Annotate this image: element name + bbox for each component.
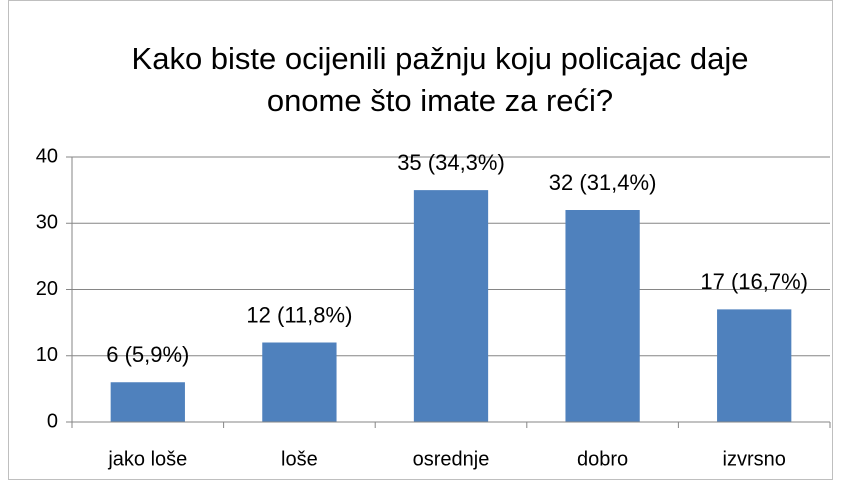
chart-title: Kako biste ocijenili pažnju koju policaj… [131, 41, 749, 118]
x-tick-label: osrednje [413, 448, 490, 470]
y-tick-label: 40 [36, 145, 58, 167]
chart-border [8, 0, 833, 480]
y-tick-label: 20 [36, 278, 58, 300]
data-label: 32 (31,4%) [549, 170, 657, 195]
bar [565, 210, 640, 422]
y-tick-label: 30 [36, 212, 58, 234]
y-tick-label: 0 [47, 410, 58, 432]
x-tick-label: izvrsno [723, 448, 786, 470]
bar [413, 190, 489, 422]
data-label: 35 (34,3%) [397, 150, 505, 175]
y-tick-label: 10 [36, 344, 58, 366]
data-label: 12 (11,8%) [246, 302, 352, 327]
bar [110, 382, 185, 422]
x-tick-label: jako loše [107, 448, 187, 470]
x-tick-label: loše [281, 448, 318, 470]
bar [717, 309, 792, 422]
data-label: 6 (5,9%) [106, 342, 189, 367]
bar [262, 342, 337, 422]
x-tick-label: dobro [577, 448, 628, 470]
data-label: 17 (16,7%) [700, 269, 808, 294]
